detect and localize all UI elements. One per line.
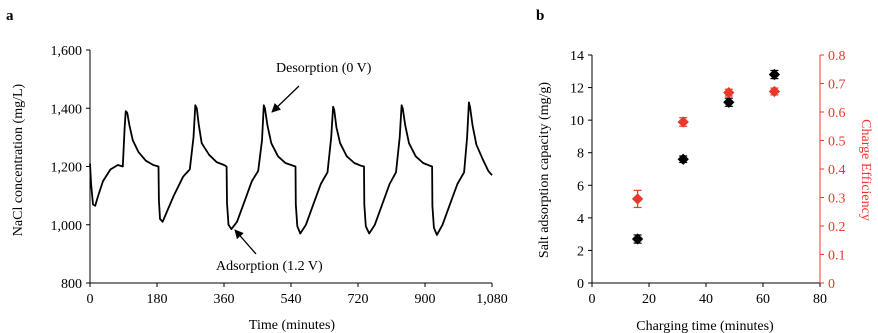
panel-b-right-y-axis-label: Charge Efficiency — [858, 119, 873, 221]
left-y-tick-label: 8 — [577, 147, 584, 162]
x-tick-label: 180 — [147, 292, 168, 307]
salt-adsorption-point — [631, 233, 644, 245]
right-y-tick-label: 0.7 — [828, 78, 846, 93]
annotation-desorption: Desorption (0 V) — [276, 61, 372, 76]
right-y-tick-label: 0.6 — [828, 106, 846, 121]
x-tick-label: 360 — [214, 292, 235, 307]
annotation-desorption-arrow — [271, 85, 300, 113]
right-y-tick-label: 0.5 — [828, 135, 846, 150]
panel-b-x-axis-label: Charging time (minutes) — [636, 319, 774, 333]
panel-b-axes — [591, 55, 821, 284]
x-tick-label: 20 — [642, 292, 656, 307]
left-y-tick-label: 6 — [577, 179, 584, 194]
panel-a-series — [89, 101, 493, 236]
panel-b-series — [631, 68, 781, 245]
right-y-tick-label: 0.1 — [828, 249, 846, 264]
panel-b-right-y-ticks: 0 0.1 0.2 0.3 0.4 0.5 0.6 0.7 0.8 — [820, 49, 846, 292]
annotation-adsorption-arrow — [234, 229, 257, 255]
charge-efficiency-point — [631, 193, 644, 205]
right-y-tick-label: 0.8 — [828, 49, 846, 64]
left-y-tick-label: 14 — [570, 49, 584, 64]
x-tick-label: 80 — [813, 292, 827, 307]
x-tick-label: 540 — [281, 292, 302, 307]
x-tick-label: 40 — [699, 292, 713, 307]
right-y-tick-label: 0.4 — [828, 163, 846, 178]
panel-b-label: b — [536, 8, 544, 24]
panel-b: b 0 20 40 60 80 0 2 4 6 8 10 12 14 0 0.1 0.2 0.3 0.4 0.5… — [536, 8, 873, 333]
y-tick-label: 1,200 — [51, 161, 83, 176]
salt-adsorption-point — [677, 153, 689, 165]
panel-b-left-y-axis-label: Salt adsorption capacity (mg/g) — [537, 82, 552, 258]
left-y-tick-label: 12 — [570, 82, 584, 97]
y-tick-label: 1,600 — [51, 44, 83, 59]
x-tick-label: 1,080 — [476, 292, 508, 307]
y-tick-label: 1,000 — [51, 219, 83, 234]
left-y-tick-label: 0 — [577, 277, 584, 292]
y-tick-label: 800 — [61, 277, 82, 292]
panel-a-x-ticks: 0 180 360 540 720 900 1,080 — [87, 283, 508, 307]
x-tick-label: 60 — [756, 292, 770, 307]
right-y-tick-label: 0.3 — [828, 192, 846, 207]
panel-a-x-axis-label: Time (minutes) — [249, 318, 336, 333]
x-tick-label: 900 — [415, 292, 436, 307]
left-y-tick-label: 2 — [577, 244, 584, 259]
left-y-tick-label: 4 — [577, 212, 584, 227]
panel-a-y-axis-label: NaCl concentration (mg/L) — [11, 83, 26, 236]
left-y-tick-label: 10 — [570, 114, 584, 129]
x-tick-label: 720 — [348, 292, 369, 307]
panel-a-label: a — [6, 8, 14, 24]
panel-b-left-y-ticks: 0 2 4 6 8 10 12 14 — [570, 49, 592, 292]
x-tick-label: 0 — [87, 292, 94, 307]
panel-a: a 0 180 360 540 720 900 1,080 800 1,000 1,200 1,4… — [6, 8, 508, 333]
y-tick-label: 1,400 — [51, 102, 83, 117]
annotation-adsorption: Adsorption (1.2 V) — [216, 259, 323, 274]
right-y-tick-label: 0 — [828, 277, 835, 292]
panel-a-y-ticks: 800 1,000 1,200 1,400 1,600 — [51, 44, 90, 292]
right-y-tick-label: 0.2 — [828, 220, 846, 235]
x-tick-label: 0 — [589, 292, 596, 307]
panel-b-x-ticks: 0 20 40 60 80 — [589, 283, 827, 307]
nacl-concentration-line — [89, 101, 493, 236]
